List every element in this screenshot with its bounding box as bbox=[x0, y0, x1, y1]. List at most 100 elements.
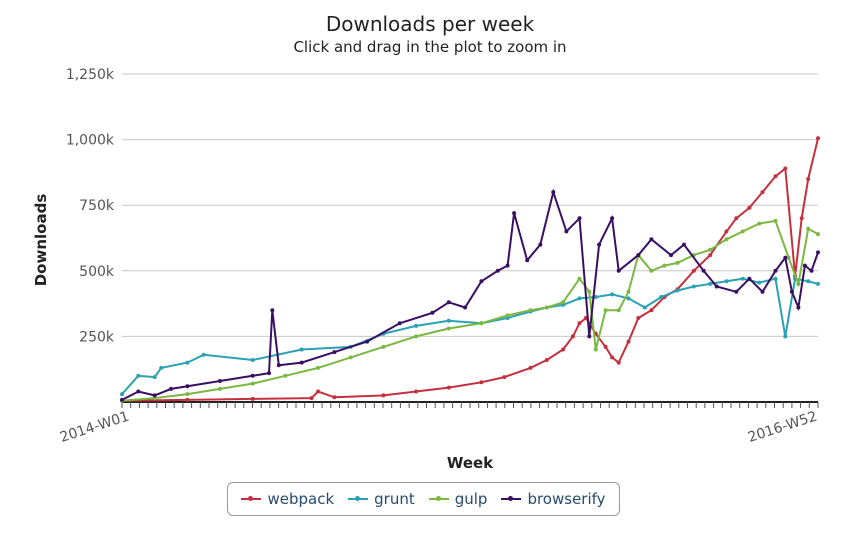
data-point-browserify[interactable] bbox=[783, 255, 788, 260]
data-point-webpack[interactable] bbox=[806, 177, 811, 181]
data-point-gulp[interactable] bbox=[616, 308, 621, 313]
data-point-webpack[interactable] bbox=[570, 334, 575, 339]
data-point-grunt[interactable] bbox=[159, 365, 164, 370]
data-point-webpack[interactable] bbox=[734, 216, 739, 221]
data-point-grunt[interactable] bbox=[816, 281, 820, 286]
data-point-browserify[interactable] bbox=[636, 253, 641, 258]
data-point-grunt[interactable] bbox=[773, 276, 778, 281]
data-point-webpack[interactable] bbox=[381, 393, 386, 398]
data-point-browserify[interactable] bbox=[185, 384, 190, 389]
data-point-grunt[interactable] bbox=[642, 305, 647, 310]
data-point-browserify[interactable] bbox=[809, 268, 814, 273]
data-point-browserify[interactable] bbox=[551, 190, 556, 195]
data-point-grunt[interactable] bbox=[783, 334, 788, 339]
data-point-webpack[interactable] bbox=[773, 174, 778, 179]
data-point-grunt[interactable] bbox=[446, 318, 451, 323]
data-point-browserify[interactable] bbox=[276, 363, 281, 368]
data-point-grunt[interactable] bbox=[659, 295, 664, 299]
data-point-browserify[interactable] bbox=[463, 305, 468, 310]
data-point-webpack[interactable] bbox=[414, 389, 419, 394]
data-point-webpack[interactable] bbox=[610, 355, 615, 360]
data-point-webpack[interactable] bbox=[528, 365, 533, 370]
data-point-webpack[interactable] bbox=[799, 216, 804, 221]
data-point-gulp[interactable] bbox=[786, 255, 791, 260]
data-point-gulp[interactable] bbox=[757, 221, 762, 226]
data-point-webpack[interactable] bbox=[649, 308, 654, 313]
data-point-webpack[interactable] bbox=[479, 380, 484, 385]
data-point-gulp[interactable] bbox=[414, 334, 419, 339]
data-point-grunt[interactable] bbox=[626, 296, 631, 301]
data-point-grunt[interactable] bbox=[806, 279, 811, 284]
data-point-grunt[interactable] bbox=[708, 281, 713, 286]
data-point-webpack[interactable] bbox=[561, 347, 566, 352]
data-point-browserify[interactable] bbox=[796, 305, 801, 310]
data-point-grunt[interactable] bbox=[250, 358, 255, 362]
data-point-grunt[interactable] bbox=[185, 360, 190, 365]
data-point-webpack[interactable] bbox=[747, 205, 752, 210]
data-point-grunt[interactable] bbox=[740, 276, 745, 281]
data-point-grunt[interactable] bbox=[675, 288, 680, 293]
data-point-grunt[interactable] bbox=[757, 280, 762, 285]
data-point-webpack[interactable] bbox=[309, 396, 314, 401]
data-point-browserify[interactable] bbox=[773, 268, 778, 273]
data-point-browserify[interactable] bbox=[270, 308, 275, 313]
legend-item-browserify[interactable]: browserify bbox=[501, 490, 606, 508]
data-point-webpack[interactable] bbox=[708, 253, 713, 258]
data-point-grunt[interactable] bbox=[577, 296, 582, 301]
data-point-browserify[interactable] bbox=[577, 216, 582, 221]
data-point-browserify[interactable] bbox=[597, 242, 602, 247]
legend-item-grunt[interactable]: grunt bbox=[348, 490, 415, 508]
data-point-webpack[interactable] bbox=[760, 190, 765, 195]
data-point-gulp[interactable] bbox=[603, 308, 608, 313]
data-point-grunt[interactable] bbox=[593, 295, 598, 299]
data-point-browserify[interactable] bbox=[430, 310, 435, 315]
data-point-grunt[interactable] bbox=[152, 375, 157, 380]
data-point-gulp[interactable] bbox=[577, 276, 582, 281]
data-point-browserify[interactable] bbox=[747, 276, 752, 281]
data-point-browserify[interactable] bbox=[218, 379, 222, 383]
data-point-browserify[interactable] bbox=[397, 321, 402, 326]
data-point-webpack[interactable] bbox=[446, 385, 451, 390]
data-point-webpack[interactable] bbox=[724, 229, 729, 234]
data-point-gulp[interactable] bbox=[381, 344, 386, 349]
data-point-grunt[interactable] bbox=[414, 323, 419, 328]
data-point-webpack[interactable] bbox=[603, 344, 608, 349]
data-point-browserify[interactable] bbox=[332, 350, 337, 355]
data-point-webpack[interactable] bbox=[636, 316, 641, 320]
data-point-gulp[interactable] bbox=[649, 268, 654, 273]
data-point-browserify[interactable] bbox=[495, 268, 500, 273]
data-point-webpack[interactable] bbox=[691, 268, 696, 273]
data-point-browserify[interactable] bbox=[267, 371, 271, 376]
data-point-grunt[interactable] bbox=[691, 284, 696, 289]
data-point-gulp[interactable] bbox=[316, 365, 321, 370]
data-point-browserify[interactable] bbox=[649, 237, 654, 242]
data-point-gulp[interactable] bbox=[740, 229, 745, 234]
data-point-gulp[interactable] bbox=[773, 218, 778, 223]
data-point-webpack[interactable] bbox=[783, 166, 788, 171]
data-point-webpack[interactable] bbox=[616, 360, 621, 365]
data-point-browserify[interactable] bbox=[152, 393, 157, 398]
data-point-gulp[interactable] bbox=[218, 386, 222, 391]
data-point-browserify[interactable] bbox=[760, 289, 765, 294]
data-point-gulp[interactable] bbox=[816, 232, 820, 237]
data-point-webpack[interactable] bbox=[316, 389, 321, 394]
data-point-gulp[interactable] bbox=[283, 373, 288, 378]
data-point-grunt[interactable] bbox=[201, 352, 206, 357]
data-point-browserify[interactable] bbox=[250, 373, 255, 378]
data-point-browserify[interactable] bbox=[802, 263, 807, 268]
data-point-browserify[interactable] bbox=[789, 289, 794, 294]
data-point-gulp[interactable] bbox=[708, 247, 713, 252]
data-point-browserify[interactable] bbox=[169, 386, 173, 391]
data-point-gulp[interactable] bbox=[662, 263, 667, 268]
data-point-browserify[interactable] bbox=[587, 334, 592, 339]
data-point-webpack[interactable] bbox=[816, 136, 820, 141]
data-point-browserify[interactable] bbox=[669, 253, 673, 258]
data-point-gulp[interactable] bbox=[561, 300, 566, 305]
data-point-grunt[interactable] bbox=[120, 392, 124, 397]
data-point-grunt[interactable] bbox=[610, 292, 615, 297]
data-point-gulp[interactable] bbox=[806, 226, 811, 231]
data-point-browserify[interactable] bbox=[136, 389, 141, 394]
data-point-webpack[interactable] bbox=[332, 395, 337, 400]
data-point-gulp[interactable] bbox=[675, 260, 680, 265]
